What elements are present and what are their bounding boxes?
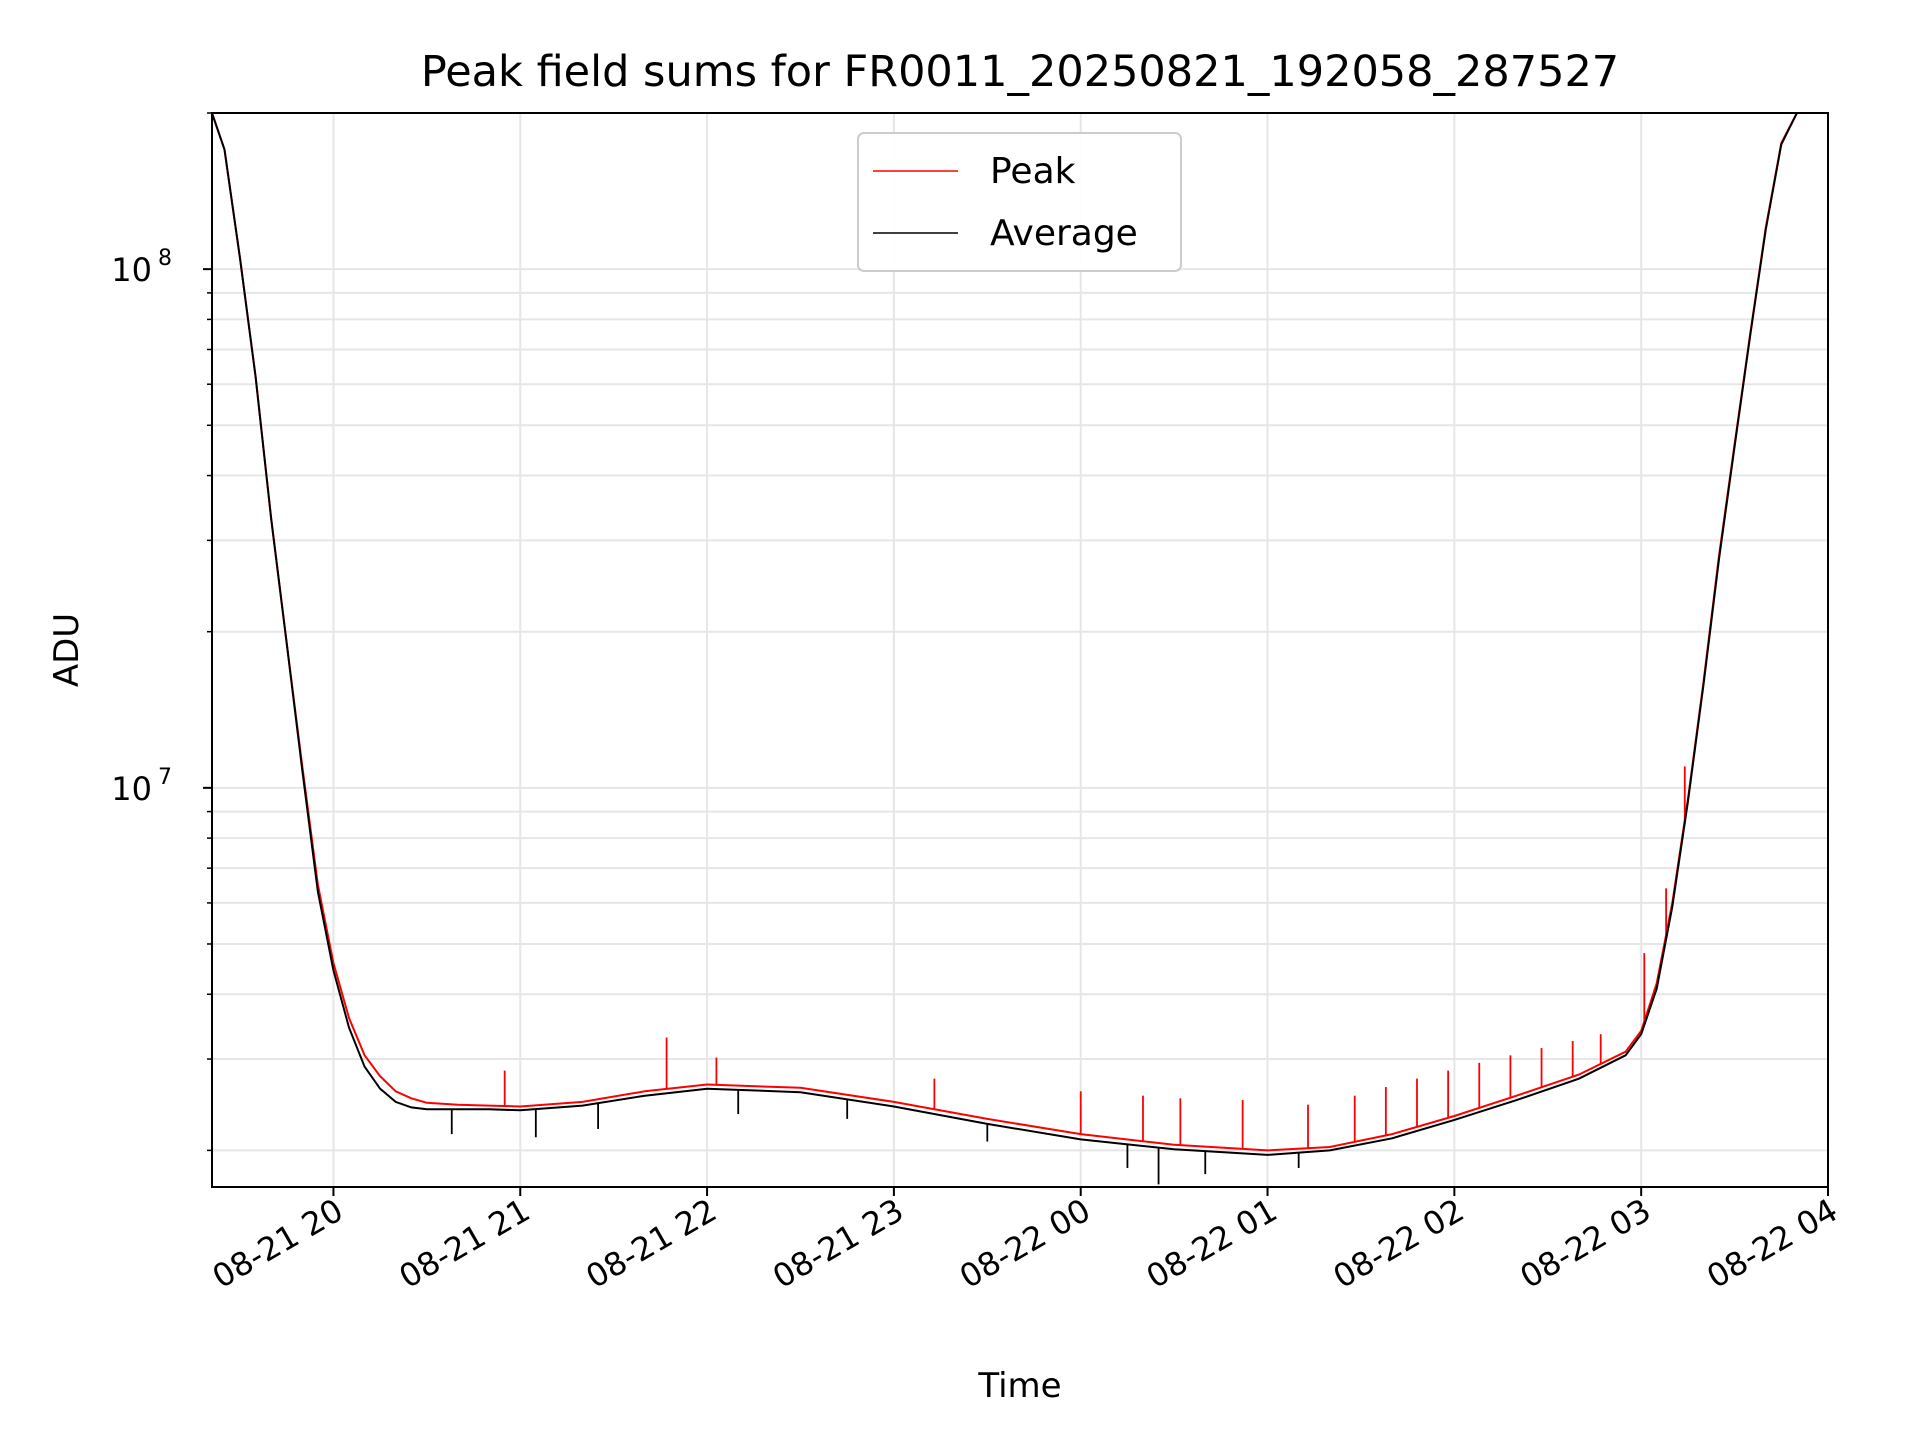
x-tick-label: 08-21 20 (206, 1191, 350, 1296)
y-tick-exponent: 8 (158, 246, 172, 271)
legend: Peak Average (857, 132, 1182, 272)
grid (212, 112, 1829, 1187)
chart-title: Peak field sums for FR0011_20250821_1920… (421, 47, 1619, 97)
legend-box (857, 132, 1182, 272)
legend-peak-label: Peak (990, 151, 1076, 192)
x-tick-label: 08-21 22 (579, 1191, 723, 1296)
ticks: 10 710 808-21 20 08-21 21 08-21 22 08-21 23 08… (111, 112, 1844, 1296)
x-tick-label: 08-21 21 (393, 1191, 537, 1296)
series-line-average (212, 113, 1813, 1156)
x-tick-label: 08-21 23 (766, 1191, 910, 1296)
x-tick-label: 08-22 04 (1700, 1191, 1844, 1296)
x-axis-label: Time (977, 1366, 1061, 1406)
axes-frame (211, 112, 1829, 1188)
y-tick-label: 10 (111, 770, 152, 808)
legend-average-label: Average (990, 213, 1138, 254)
y-tick-exponent: 7 (158, 765, 172, 790)
y-axis-label: ADU (47, 613, 87, 687)
y-tick-label: 10 (111, 251, 152, 289)
x-tick-label: 08-22 00 (953, 1191, 1097, 1296)
plot-area (212, 113, 1813, 1185)
x-tick-label: 08-22 02 (1327, 1191, 1471, 1296)
x-tick-label: 08-22 03 (1514, 1191, 1658, 1296)
x-tick-label: 08-22 01 (1140, 1191, 1284, 1296)
